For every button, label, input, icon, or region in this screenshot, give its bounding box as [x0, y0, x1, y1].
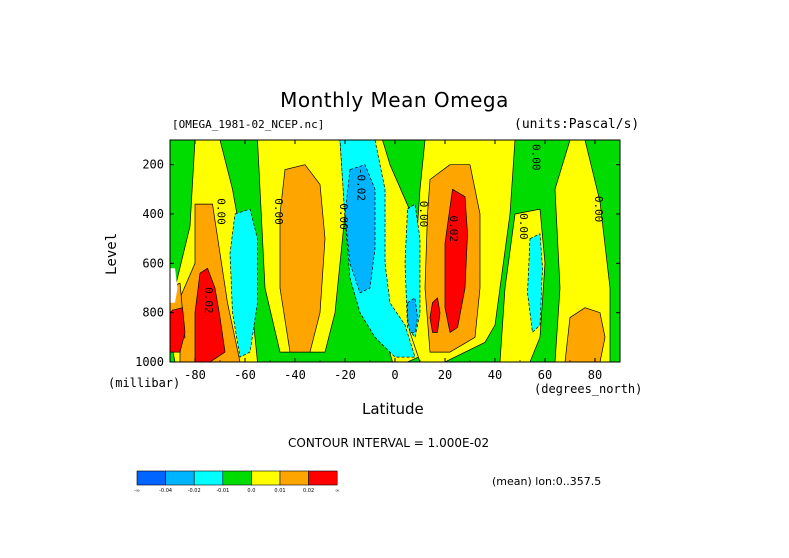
x-tick-label: -80	[184, 368, 206, 382]
contour-region	[170, 307, 186, 353]
y-tick-label: 600	[142, 256, 164, 270]
colorbar-label: -0.01	[216, 488, 229, 494]
filled-contours	[170, 140, 620, 362]
colorbar-label: -0.04	[159, 488, 172, 494]
mean-note: (mean) lon:0..357.5	[492, 475, 602, 488]
contour-label: 0.00	[272, 198, 285, 225]
contour-region	[407, 297, 418, 333]
contour-label: 0.02	[202, 287, 215, 314]
contour-label: 0.00	[215, 198, 228, 225]
x-tick-label: 80	[588, 368, 602, 382]
x-tick-label: -60	[234, 368, 256, 382]
colorbar-label: 0.01	[274, 488, 285, 494]
contour-region	[564, 307, 606, 362]
contour-region	[170, 268, 178, 303]
contour-region	[229, 208, 258, 358]
colorbar-label: 0.02	[303, 488, 314, 494]
colorbar-swatch	[222, 470, 252, 486]
x-tick-label: 60	[538, 368, 552, 382]
units-label: (units:Pascal/s)	[514, 117, 640, 132]
contour-label: 0.00	[530, 144, 543, 171]
contour-label: 0.00	[337, 203, 350, 230]
colorbar: -∞ -0.04 -0.02 -0.01 0.0 0.01 0.02 ∞	[134, 470, 339, 494]
colorbar-label: 0.0	[247, 488, 255, 494]
colorbar-swatch	[308, 470, 338, 486]
x-tick-label: -20	[334, 368, 356, 382]
colorbar-swatch	[165, 470, 195, 486]
colorbar-swatch	[136, 470, 166, 486]
contour-label: 0.00	[517, 213, 530, 240]
x-tick-label: -40	[284, 368, 306, 382]
x-axis-label: Latitude	[362, 400, 424, 418]
contour-label: 0.02	[447, 216, 460, 243]
colorbar-label: ∞	[335, 488, 339, 494]
contour-region	[194, 267, 226, 362]
x-axis-ticks: -80 -60 -40 -20 0 20 40 60 80	[169, 140, 621, 382]
x-tick-label: 0	[391, 368, 398, 382]
colorbar-label: -∞	[134, 488, 140, 494]
y-tick-label: 200	[142, 158, 164, 172]
contour-label: 0.00	[592, 196, 605, 223]
contour-region	[429, 297, 441, 333]
colorbar-swatch	[193, 470, 224, 486]
contour-labels: 0.00 0.00 0.00 -0.02 0.00 0.02 0.00 0.00 0.00 0.0…	[202, 144, 605, 314]
contour-label: -0.02	[355, 168, 368, 201]
contour-region	[279, 164, 326, 353]
file-label: [OMEGA_1981-02_NCEP.nc]	[172, 118, 325, 131]
chart-title: Monthly Mean Omega	[280, 88, 509, 112]
y-tick-label: 800	[142, 306, 164, 320]
x-tick-label: 20	[438, 368, 452, 382]
y-tick-label: 400	[142, 207, 164, 221]
y-axis-unit: (millibar)	[108, 376, 181, 390]
colorbar-label: -0.02	[188, 488, 201, 494]
contour-region	[444, 188, 468, 333]
x-tick-label: 40	[488, 368, 502, 382]
contour-label: 0.00	[417, 201, 430, 228]
y-axis-ticks: 200 400 600 800 1000	[135, 158, 620, 369]
colorbar-swatch	[279, 470, 309, 486]
contour-region	[527, 233, 543, 333]
contour-region	[554, 140, 611, 362]
contour-region	[344, 164, 376, 294]
y-tick-label: 1000	[135, 355, 164, 369]
contour-interval-note: CONTOUR INTERVAL = 1.000E-02	[288, 436, 490, 450]
x-axis-unit: (degrees_north)	[534, 382, 643, 396]
colorbar-swatch	[251, 470, 281, 486]
